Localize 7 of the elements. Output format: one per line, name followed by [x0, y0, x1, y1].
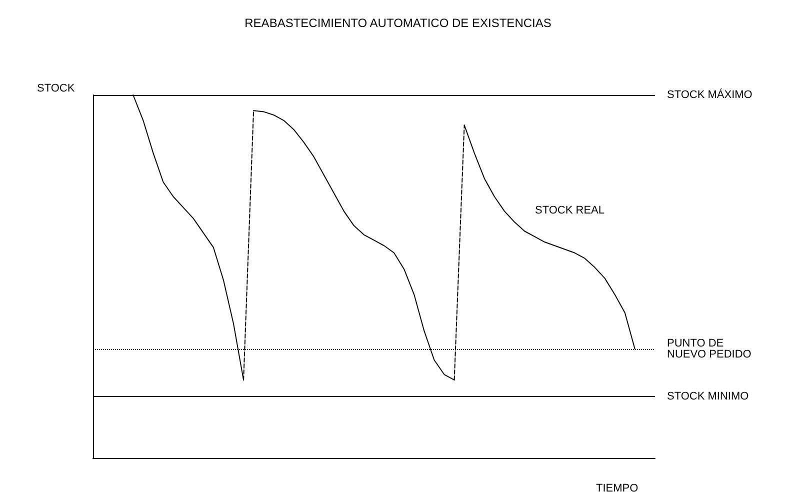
ref-line-label: STOCK MÁXIMO [667, 88, 753, 101]
ref-line-label: PUNTO DE NUEVO PEDIDO [667, 338, 752, 361]
annotation: STOCK REAL [535, 204, 604, 216]
chart-title: REABASTECIMIENTO AUTOMATICO DE EXISTENCIAS [244, 16, 552, 30]
ref-line-label: STOCK MINIMO [667, 390, 750, 402]
y-axis-title: STOCK [37, 82, 76, 94]
x-axis-title: TIEMPO [596, 482, 639, 494]
